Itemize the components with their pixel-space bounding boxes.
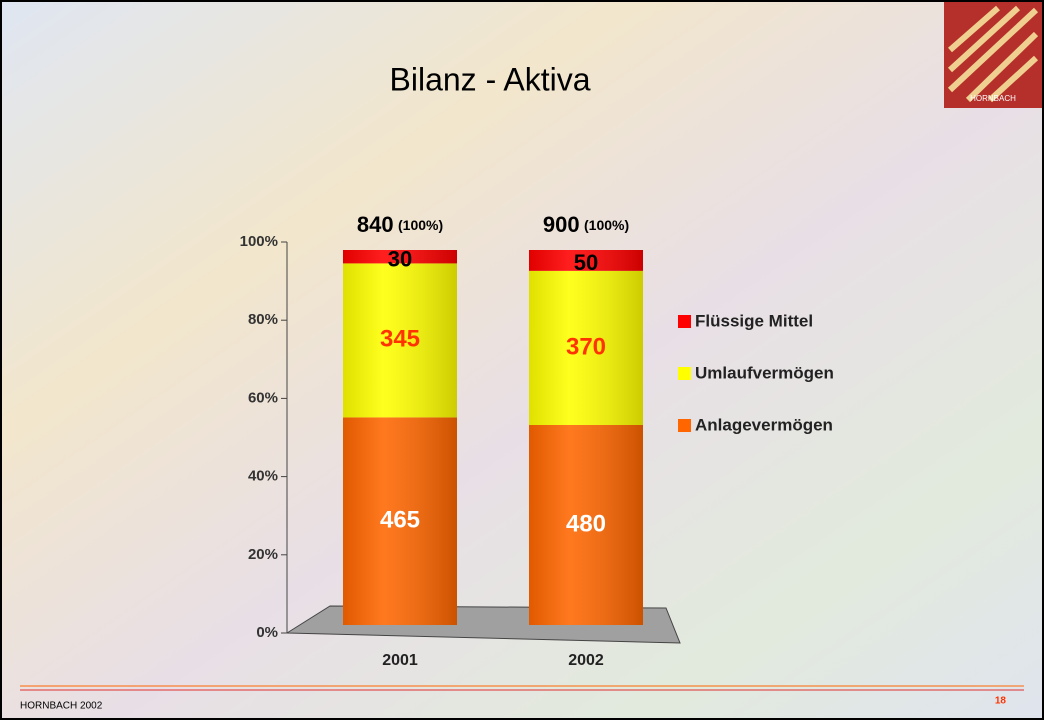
logo: HORNBACH	[944, 2, 1042, 108]
bar-shade	[529, 250, 643, 271]
footer-text: HORNBACH 2002	[20, 701, 103, 712]
x-tick-label: 2001	[382, 652, 418, 669]
data-label: 480	[566, 510, 606, 537]
legend-label: Umlaufvermögen	[695, 363, 834, 382]
total-value: 840	[357, 212, 394, 237]
data-label: 50	[574, 250, 598, 275]
page-number: 18	[995, 696, 1007, 707]
bar-shade	[343, 250, 457, 264]
y-tick-label: 80%	[248, 311, 278, 328]
data-label: 370	[566, 333, 606, 360]
legend-swatch	[678, 367, 691, 380]
total-label: 840 (100%)	[357, 212, 443, 237]
bar-shade	[343, 263, 457, 418]
total-value: 900	[543, 212, 580, 237]
y-tick-label: 100%	[240, 233, 278, 250]
total-note: (100%)	[398, 217, 443, 233]
chart-title: Bilanz - Aktiva	[390, 61, 591, 97]
data-label: 30	[388, 247, 412, 272]
legend-label: Flüssige Mittel	[695, 311, 813, 330]
legend-swatch	[678, 315, 691, 328]
x-tick-label: 2002	[568, 652, 604, 669]
y-tick-label: 0%	[256, 624, 278, 641]
y-tick-label: 40%	[248, 468, 278, 485]
legend-swatch	[678, 419, 691, 432]
y-tick-label: 20%	[248, 546, 278, 563]
bar-shade	[343, 417, 457, 625]
bar-shade	[529, 270, 643, 425]
legend-label: Anlagevermögen	[695, 415, 833, 434]
y-tick-label: 60%	[248, 389, 278, 406]
total-note: (100%)	[584, 217, 629, 233]
data-label: 465	[380, 507, 420, 534]
data-label: 345	[380, 326, 420, 353]
total-label: 900 (100%)	[543, 212, 629, 237]
logo-text: HORNBACH	[970, 94, 1016, 103]
bar-shade	[529, 425, 643, 625]
